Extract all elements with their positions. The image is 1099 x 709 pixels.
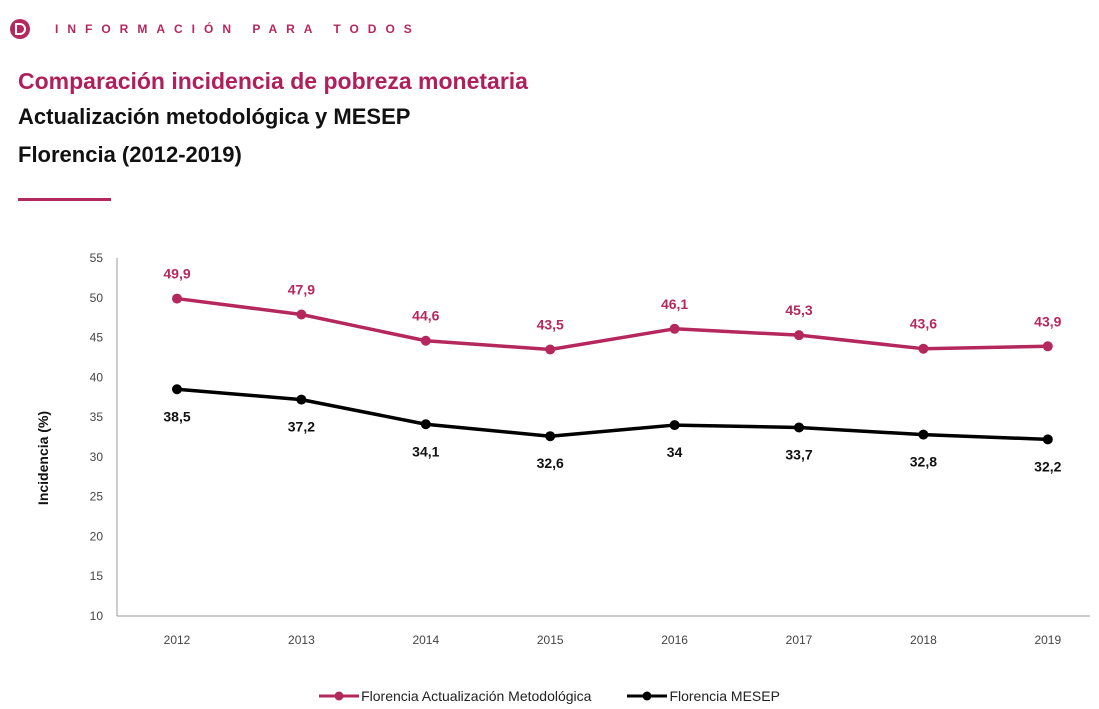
legend-item-mesep: Florencia MESEP [627, 688, 780, 704]
data-point [794, 422, 804, 433]
series-line-2 [176, 387, 1048, 442]
title-divider [18, 198, 111, 201]
x-tick-label: 2015 [537, 633, 564, 647]
y-tick-label: 50 [90, 291, 104, 305]
x-tick-label: 2016 [661, 633, 688, 647]
chart-legend: Florencia Actualización Metodológica Flo… [0, 688, 1099, 704]
y-tick-label: 25 [90, 490, 104, 504]
dane-logo-icon [10, 19, 30, 39]
data-label: 33,7 [785, 446, 812, 462]
legend-item-actualizacion: Florencia Actualización Metodológica [319, 688, 591, 704]
data-label: 49,9 [163, 266, 190, 282]
data-point [669, 420, 680, 431]
x-tick-label: 2018 [910, 633, 937, 647]
data-label: 32,6 [537, 455, 564, 471]
data-label: 44,6 [412, 308, 439, 324]
chart-title: Comparación incidencia de pobreza moneta… [18, 68, 528, 94]
y-tick-label: 45 [90, 331, 104, 345]
data-point [918, 343, 929, 354]
legend-label-mesep: Florencia MESEP [669, 688, 780, 704]
y-tick-label: 20 [90, 529, 104, 543]
y-tick-label: 10 [90, 609, 104, 623]
data-point [794, 330, 804, 341]
brand-tagline: INFORMACIÓN PARA TODOS [55, 22, 421, 36]
data-label: 32,8 [910, 454, 937, 470]
data-point [669, 323, 680, 334]
y-tick-label: 35 [90, 410, 104, 424]
data-label: 37,2 [288, 419, 315, 435]
brand-header: INFORMACIÓN PARA TODOS [9, 18, 421, 40]
data-point [545, 344, 556, 355]
data-point [918, 429, 929, 440]
data-label: 46,1 [661, 296, 688, 312]
x-tick-label: 2012 [164, 633, 191, 647]
data-label: 47,9 [288, 281, 315, 297]
data-point [1042, 341, 1053, 352]
data-label: 43,5 [537, 316, 564, 332]
data-point [1042, 434, 1053, 445]
y-tick-label: 30 [90, 450, 104, 464]
series-line-1 [176, 296, 1048, 352]
data-label: 45,3 [785, 302, 812, 318]
data-label: 43,9 [1034, 313, 1061, 329]
data-point [172, 384, 182, 395]
chart-axes: 10 15 20 25 30 35 40 45 50 55 2012 2013 2014 2015 2016… [90, 251, 1090, 647]
x-tick-label: 2014 [412, 633, 439, 647]
y-axis-label: Incidencia (%) [35, 411, 51, 505]
legend-line-black-icon [627, 691, 668, 701]
y-tick-label: 40 [90, 370, 104, 384]
data-point [420, 335, 431, 346]
x-tick-label: 2017 [786, 633, 813, 647]
data-point [545, 431, 556, 442]
y-tick-label: 55 [90, 251, 104, 265]
data-point [420, 419, 431, 430]
chart-subtitle-location: Florencia (2012-2019) [18, 142, 242, 167]
x-tick-label: 2013 [288, 633, 315, 647]
y-tick-label: 15 [90, 569, 104, 583]
data-label: 34,1 [412, 443, 439, 459]
data-label: 34 [667, 444, 683, 460]
data-point [172, 293, 182, 304]
x-tick-label: 2019 [1034, 633, 1061, 647]
chart-series [172, 293, 1053, 445]
data-label: 38,5 [163, 408, 190, 424]
data-point [296, 394, 307, 405]
data-point [296, 309, 307, 320]
data-label: 43,6 [910, 316, 937, 332]
chart-subtitle: Actualización metodológica y MESEP [18, 104, 411, 129]
data-label: 32,2 [1034, 458, 1061, 474]
legend-line-magenta-icon [319, 691, 360, 701]
legend-label-actualizacion: Florencia Actualización Metodológica [361, 688, 592, 704]
chart-data-labels: 49,9 47,9 44,6 43,5 46,1 45,3 43,6 43,9 38,5 37,2… [163, 266, 1061, 475]
